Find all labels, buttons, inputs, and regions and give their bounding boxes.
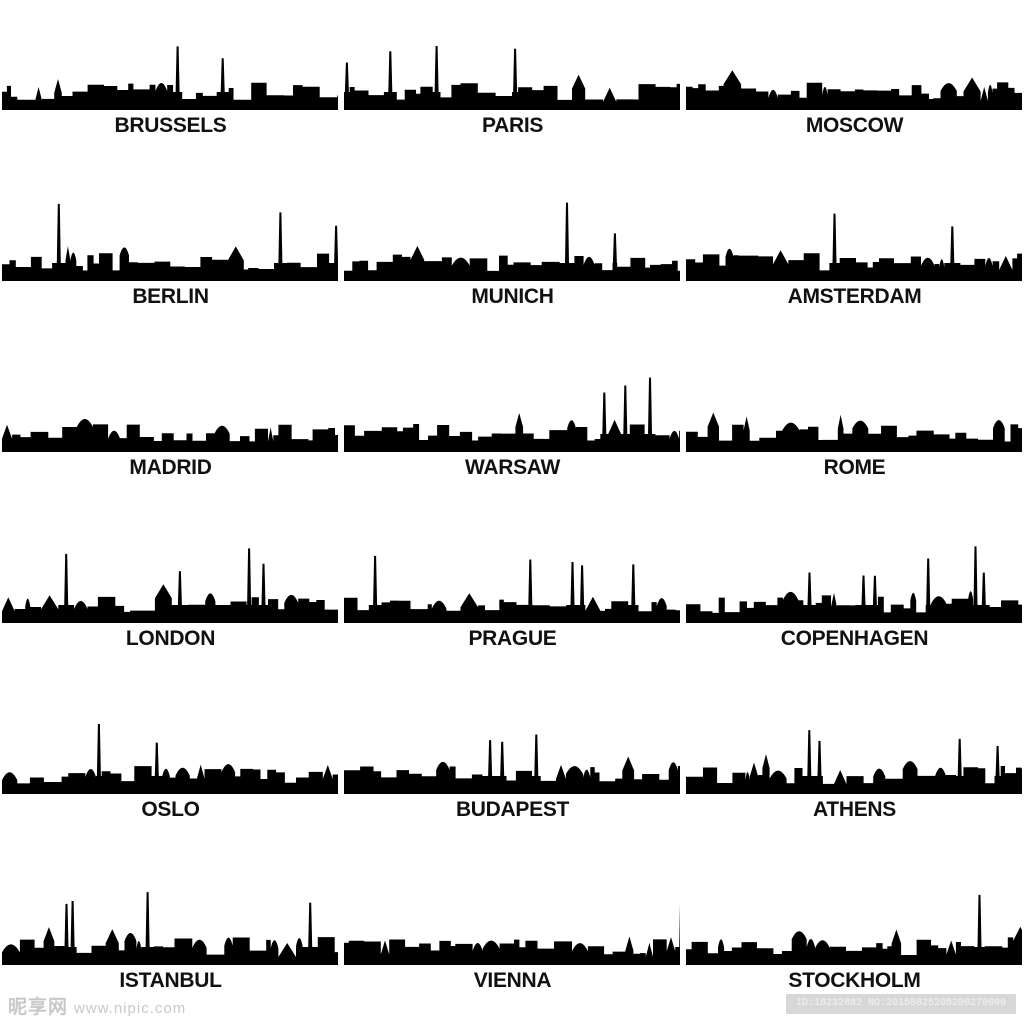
skyline-silhouette (2, 724, 338, 794)
city-cell: PARIS (342, 2, 683, 172)
skyline-shape (2, 46, 338, 110)
skyline-silhouette (2, 892, 338, 965)
city-label: AMSTERDAM (787, 285, 922, 308)
skyline-silhouette (344, 202, 680, 281)
city-label: STOCKHOLM (788, 969, 921, 992)
skyline-shape (686, 412, 1022, 452)
skyline-shape (344, 377, 680, 452)
city-label: PRAGUE (468, 627, 557, 650)
watermark-logo: 昵享网 www.nipic.com (8, 992, 186, 1019)
skyline-silhouette (344, 555, 680, 623)
skyline-shape (2, 724, 338, 794)
skyline-shape (686, 213, 1022, 281)
skyline-silhouette (686, 412, 1022, 452)
skyline-shape (344, 903, 680, 965)
city-label: VIENNA (473, 969, 552, 992)
skyline-shape (686, 894, 1022, 965)
city-label: LONDON (125, 627, 216, 650)
skyline-silhouette (686, 894, 1022, 965)
skyline-silhouette (686, 213, 1022, 281)
city-cell: BUDAPEST (342, 686, 683, 856)
watermark-brand: 昵享网 (8, 997, 69, 1018)
skyline-silhouette (2, 46, 338, 110)
skyline-shape (686, 546, 1022, 623)
city-label: ATHENS (813, 798, 896, 821)
city-label: OSLO (141, 798, 200, 821)
city-label: MUNICH (471, 285, 554, 308)
city-cell: ROME (684, 344, 1024, 514)
city-cell: PRAGUE (342, 515, 683, 685)
city-cell: COPENHAGEN (684, 515, 1024, 685)
city-cell: STOCKHOLM (684, 857, 1024, 1027)
skyline-shape (344, 202, 680, 281)
skyline-silhouette (344, 45, 680, 110)
skyline-shape (344, 734, 680, 794)
skyline-silhouette (344, 734, 680, 794)
skyline-shape (344, 555, 680, 623)
skyline-silhouette (686, 730, 1022, 794)
skyline-silhouette (2, 548, 338, 623)
skyline-silhouette (344, 903, 680, 965)
skyline-shape (344, 45, 680, 110)
skyline-shape (686, 70, 1022, 110)
city-label: ROME (823, 456, 886, 479)
skyline-silhouette (2, 419, 338, 452)
city-label: COPENHAGEN (780, 627, 929, 650)
city-label: ISTANBUL (119, 969, 222, 992)
skyline-shape (2, 548, 338, 623)
skyline-shape (686, 730, 1022, 794)
skyline-silhouette (344, 377, 680, 452)
city-cell: WARSAW (342, 344, 683, 514)
city-label: PARIS (481, 114, 544, 137)
city-cell: MADRID (0, 344, 341, 514)
skyline-silhouette (686, 546, 1022, 623)
skyline-shape (2, 203, 338, 281)
city-label: WARSAW (464, 456, 561, 479)
city-cell: VIENNA (342, 857, 683, 1027)
city-label: BRUSSELS (114, 114, 227, 137)
city-cell: OSLO (0, 686, 341, 856)
skyline-silhouette (2, 203, 338, 281)
city-label: BERLIN (132, 285, 209, 308)
city-cell: MOSCOW (684, 2, 1024, 172)
city-cell: BRUSSELS (0, 2, 341, 172)
skyline-shape (2, 892, 338, 965)
city-label: MADRID (129, 456, 212, 479)
city-cell: ISTANBUL (0, 857, 341, 1027)
skyline-shape (2, 419, 338, 452)
watermark-id: ID:18232882 NO:20150825205200270000 (786, 994, 1016, 1014)
city-cell: BERLIN (0, 173, 341, 343)
watermark-site: www.nipic.com (74, 1000, 187, 1017)
city-cell: AMSTERDAM (684, 173, 1024, 343)
city-label: MOSCOW (805, 114, 904, 137)
city-label: BUDAPEST (455, 798, 570, 821)
city-cell: ATHENS (684, 686, 1024, 856)
city-cell: LONDON (0, 515, 341, 685)
skyline-silhouette (686, 70, 1022, 110)
city-cell: MUNICH (342, 173, 683, 343)
